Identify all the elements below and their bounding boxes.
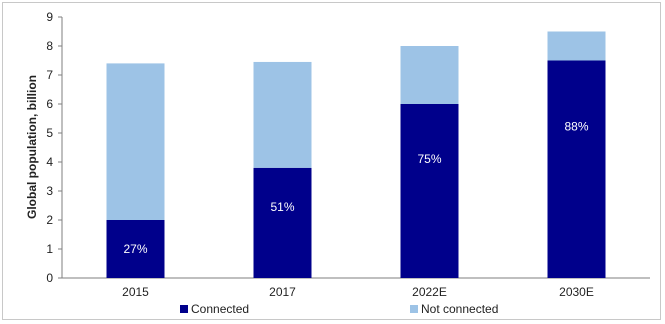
legend-swatch — [410, 305, 418, 313]
legend-label: Not connected — [421, 302, 498, 316]
y-tick-label: 5 — [46, 126, 53, 140]
bar-connected — [400, 104, 459, 278]
bar-not-connected — [253, 61, 312, 168]
y-tick-label: 7 — [46, 68, 53, 82]
legend-swatch — [180, 305, 188, 313]
y-tick-label: 1 — [46, 242, 53, 256]
x-tick-label: 2030E — [559, 285, 594, 299]
bar-connected — [253, 167, 312, 278]
y-tick-label: 0 — [46, 271, 53, 285]
data-label: 27% — [123, 242, 147, 256]
bar-not-connected — [106, 63, 165, 221]
x-tick-label: 2017 — [269, 285, 296, 299]
y-tick-label: 9 — [46, 10, 53, 24]
bar-not-connected — [400, 46, 459, 104]
x-tick-label: 2022E — [412, 285, 447, 299]
bar-not-connected — [547, 31, 606, 61]
y-tick-label: 8 — [46, 39, 53, 53]
legend-label: Connected — [191, 302, 249, 316]
y-tick-label: 2 — [46, 213, 53, 227]
y-tick-label: 3 — [46, 184, 53, 198]
bar-connected — [547, 60, 606, 278]
data-label: 51% — [270, 200, 294, 214]
x-tick-label: 2015 — [122, 285, 149, 299]
bar-connected — [106, 220, 165, 278]
data-label: 88% — [564, 119, 588, 133]
y-tick-label: 4 — [46, 155, 53, 169]
y-axis-label: Global population, billion — [25, 75, 39, 219]
data-label: 75% — [417, 152, 441, 166]
y-tick-label: 6 — [46, 97, 53, 111]
